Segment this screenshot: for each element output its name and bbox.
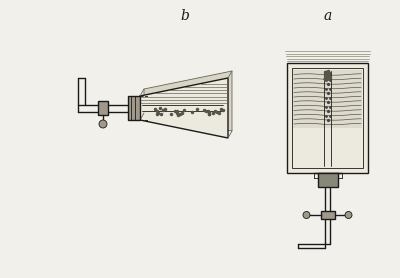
Bar — [320, 211, 334, 219]
Polygon shape — [140, 78, 228, 138]
Circle shape — [303, 212, 310, 219]
Bar — [98, 101, 108, 115]
Bar — [292, 68, 363, 168]
Text: b: b — [180, 9, 190, 23]
Bar — [293, 70, 362, 128]
Polygon shape — [318, 173, 338, 187]
Polygon shape — [144, 71, 232, 131]
Circle shape — [345, 212, 352, 219]
Circle shape — [99, 120, 107, 128]
Text: a: a — [324, 9, 332, 23]
Polygon shape — [128, 96, 140, 120]
Polygon shape — [287, 63, 368, 173]
